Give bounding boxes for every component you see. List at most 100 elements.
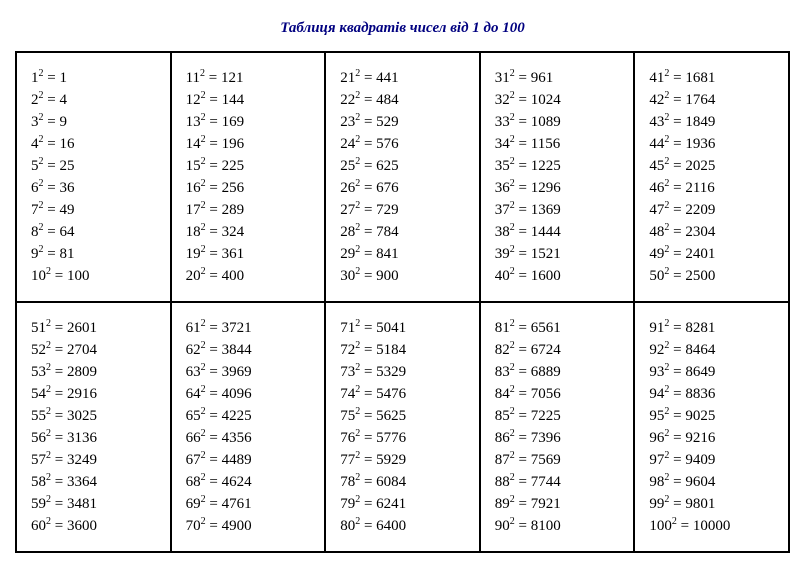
square-base: 78: [340, 474, 355, 490]
square-result: 1936: [685, 136, 715, 152]
table-cell: 212 = 441222 = 484232 = 529242 = 576252 …: [325, 52, 480, 302]
equals-sign: =: [360, 136, 376, 152]
equals-sign: =: [515, 224, 531, 240]
square-base: 53: [31, 364, 46, 380]
square-entry: 622 = 3844: [186, 339, 315, 361]
square-base: 46: [649, 180, 664, 196]
square-result: 225: [222, 158, 245, 174]
equals-sign: =: [669, 320, 685, 336]
equals-sign: =: [669, 408, 685, 424]
equals-sign: =: [515, 474, 531, 490]
square-result: 7744: [531, 474, 561, 490]
square-result: 6241: [376, 496, 406, 512]
square-result: 3481: [67, 496, 97, 512]
square-result: 4096: [222, 386, 252, 402]
square-base: 7: [31, 202, 39, 218]
table-cell: 312 = 961322 = 1024332 = 1089342 = 11563…: [480, 52, 635, 302]
square-result: 1089: [531, 114, 561, 130]
equals-sign: =: [51, 518, 67, 534]
square-base: 45: [649, 158, 664, 174]
square-base: 14: [186, 136, 201, 152]
square-base: 68: [186, 474, 201, 490]
square-result: 729: [376, 202, 399, 218]
square-entry: 732 = 5329: [340, 361, 469, 383]
squares-table-body: 12 = 122 = 432 = 942 = 1652 = 2562 = 367…: [16, 52, 789, 552]
squares-table: 12 = 122 = 432 = 942 = 1652 = 2562 = 367…: [15, 51, 790, 553]
square-base: 83: [495, 364, 510, 380]
square-entry: 82 = 64: [31, 221, 160, 243]
square-base: 89: [495, 496, 510, 512]
square-base: 5: [31, 158, 39, 174]
equals-sign: =: [51, 474, 67, 490]
square-result: 3721: [222, 320, 252, 336]
square-result: 36: [59, 180, 74, 196]
square-entry: 982 = 9604: [649, 471, 778, 493]
square-entry: 32 = 9: [31, 111, 160, 133]
square-result: 1849: [685, 114, 715, 130]
square-entry: 572 = 3249: [31, 449, 160, 471]
equals-sign: =: [206, 92, 222, 108]
square-entry: 172 = 289: [186, 199, 315, 221]
square-base: 13: [186, 114, 201, 130]
square-result: 2809: [67, 364, 97, 380]
square-result: 1024: [531, 92, 561, 108]
equals-sign: =: [669, 92, 685, 108]
square-entry: 772 = 5929: [340, 449, 469, 471]
square-result: 25: [59, 158, 74, 174]
square-result: 7569: [531, 452, 561, 468]
square-base: 88: [495, 474, 510, 490]
square-result: 4761: [222, 496, 252, 512]
square-entry: 742 = 5476: [340, 383, 469, 405]
square-result: 1296: [531, 180, 561, 196]
square-entry: 202 = 400: [186, 265, 315, 287]
square-base: 62: [186, 342, 201, 358]
square-base: 37: [495, 202, 510, 218]
square-base: 48: [649, 224, 664, 240]
equals-sign: =: [44, 136, 60, 152]
square-base: 96: [649, 430, 664, 446]
square-base: 69: [186, 496, 201, 512]
square-entry: 292 = 841: [340, 243, 469, 265]
square-result: 3844: [222, 342, 252, 358]
square-base: 98: [649, 474, 664, 490]
square-entry: 72 = 49: [31, 199, 160, 221]
equals-sign: =: [515, 496, 531, 512]
square-entry: 122 = 144: [186, 89, 315, 111]
square-result: 7225: [531, 408, 561, 424]
square-base: 29: [340, 246, 355, 262]
square-result: 441: [376, 70, 399, 86]
square-entry: 152 = 225: [186, 155, 315, 177]
square-base: 61: [186, 320, 201, 336]
square-base: 15: [186, 158, 201, 174]
square-entry: 312 = 961: [495, 67, 624, 89]
square-base: 60: [31, 518, 46, 534]
square-entry: 352 = 1225: [495, 155, 624, 177]
square-result: 6561: [531, 320, 561, 336]
square-base: 31: [495, 70, 510, 86]
table-cell: 712 = 5041722 = 5184732 = 5329742 = 5476…: [325, 302, 480, 552]
square-base: 86: [495, 430, 510, 446]
square-base: 41: [649, 70, 664, 86]
square-result: 3025: [67, 408, 97, 424]
square-entry: 22 = 4: [31, 89, 160, 111]
square-entry: 492 = 2401: [649, 243, 778, 265]
square-entry: 462 = 2116: [649, 177, 778, 199]
equals-sign: =: [44, 158, 60, 174]
square-result: 2116: [685, 180, 714, 196]
equals-sign: =: [44, 246, 60, 262]
square-entry: 702 = 4900: [186, 515, 315, 537]
square-base: 28: [340, 224, 355, 240]
square-result: 1764: [685, 92, 715, 108]
square-base: 84: [495, 386, 510, 402]
square-entry: 662 = 4356: [186, 427, 315, 449]
square-result: 6889: [531, 364, 561, 380]
square-base: 73: [340, 364, 355, 380]
square-base: 94: [649, 386, 664, 402]
square-result: 121: [221, 70, 244, 86]
square-base: 97: [649, 452, 664, 468]
equals-sign: =: [360, 180, 376, 196]
square-result: 6724: [531, 342, 561, 358]
square-entry: 372 = 1369: [495, 199, 624, 221]
square-base: 40: [495, 268, 510, 284]
equals-sign: =: [44, 224, 60, 240]
